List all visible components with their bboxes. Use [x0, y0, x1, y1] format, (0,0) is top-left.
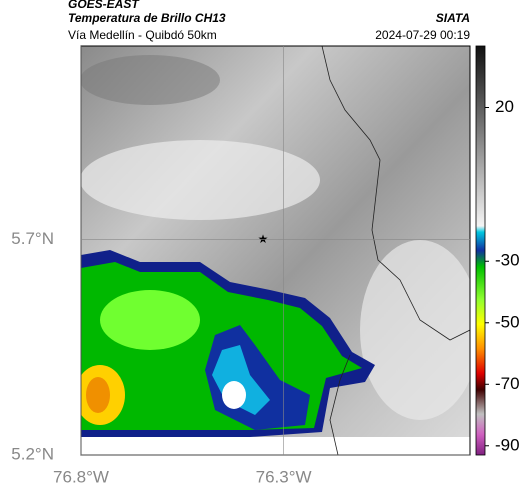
colorbar-tick-label: -90 [495, 435, 520, 454]
border [329, 354, 351, 455]
y-tick-label: 5.7°N [11, 229, 54, 248]
colorbar-tick-label: 20 [495, 97, 514, 116]
cold-core [222, 381, 246, 409]
storm-core [100, 290, 200, 350]
cloud [81, 140, 320, 220]
border [321, 46, 470, 341]
colorbar [475, 45, 486, 456]
source: GOES-EAST [68, 0, 140, 11]
cloud [81, 55, 220, 105]
agency: SIATA [436, 11, 470, 25]
timestamp: 2024-07-29 00:19 [375, 28, 470, 42]
y-tick-label: 5.2°N [11, 444, 54, 463]
city-marker: ★ [258, 232, 269, 246]
x-tick-label: 76.8°W [53, 467, 109, 486]
subtitle: Vía Medellín - Quibdó 50km [68, 28, 217, 42]
cloud [360, 240, 470, 420]
warm-core [86, 377, 110, 413]
title: Temperatura de Brillo CH13 [68, 11, 226, 25]
colorbar-tick-label: -70 [495, 374, 520, 393]
colorbar-tick-label: -50 [495, 312, 520, 331]
imagery [81, 46, 470, 455]
colorbar-tick-label: -30 [495, 251, 520, 270]
x-tick-label: 76.3°W [256, 467, 312, 486]
no-data [81, 437, 470, 455]
